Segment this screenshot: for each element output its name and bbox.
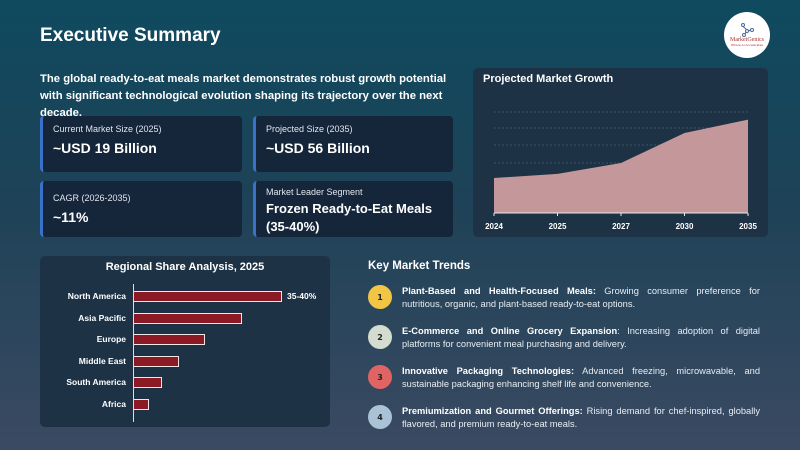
intro-text: The global ready-to-eat meals market dem… [40, 73, 447, 119]
y-axis [133, 284, 134, 422]
trend-text: Plant-Based and Health-Focused Meals: Gr… [402, 285, 760, 311]
trends-title: Key Market Trends [368, 260, 471, 272]
trend-description: Advanced freezing, microwavable, and sus… [402, 366, 760, 389]
bar [133, 377, 162, 389]
x-tick-label: 2025 [549, 222, 567, 231]
x-tick-label: 2024 [485, 222, 503, 231]
bar [133, 355, 179, 367]
bar [133, 334, 205, 346]
x-tick-label: 2030 [676, 222, 694, 231]
kpi-projected-size: Projected Size (2035) ~USD 56 Billion [253, 116, 453, 172]
bar-label: North America [67, 291, 126, 301]
regional-chart-panel: Regional Share Analysis, 2025 North Amer… [40, 256, 330, 427]
kpi-label: Market Leader Segment [266, 187, 363, 197]
trend-text: Innovative Packaging Technologies: Advan… [402, 365, 760, 391]
trend-heading: Premiumization and Gourmet Offerings: [402, 406, 583, 416]
kpi-cagr: CAGR (2026-2035) ~11% [40, 181, 242, 237]
bar-label: Middle East [78, 355, 126, 366]
trend-text: E-Commerce and Online Grocery Expansion:… [402, 325, 760, 351]
area-series [494, 119, 748, 213]
kpi-value: ~11% [53, 209, 89, 225]
kpi-value: Frozen Ready-to-Eat Meals (35-40%) [266, 201, 433, 234]
bar-label: Europe [96, 334, 126, 345]
trend-description: : Increasing adoption of digital platfor… [402, 326, 760, 349]
trend-heading: Plant-Based and Health-Focused Meals: [402, 286, 596, 296]
growth-chart-title: Projected Market Growth [483, 73, 614, 85]
trend-text: Premiumization and Gourmet Offerings: Ri… [402, 405, 760, 431]
bar [133, 291, 282, 302]
kpi-value: ~USD 19 Billion [53, 140, 157, 156]
bar-label: South America [66, 377, 126, 388]
bar-label: Asia Pacific [78, 312, 126, 323]
trend-item: 3 Innovative Packaging Technologies: Adva… [368, 365, 760, 391]
trend-item: 2 E-Commerce and Online Grocery Expansion… [368, 325, 760, 351]
trend-number-badge: 1 [368, 285, 392, 309]
trend-item: 4 Premiumization and Gourmet Offerings: R… [368, 405, 760, 431]
trend-description: Rising demand for chef-inspired, globall… [402, 406, 760, 429]
bar [133, 312, 243, 324]
growth-chart: 2024 2025 2027 2030 2035 [485, 111, 757, 231]
logo: MarketGenics Where Ai Accelerates [724, 12, 770, 58]
kpi-label: CAGR (2026-2035) [53, 193, 131, 203]
kpi-label: Projected Size (2035) [266, 124, 353, 134]
kpi-value: ~USD 56 Billion [266, 140, 370, 156]
trend-number-badge: 2 [368, 325, 392, 349]
trend-item: 1 Plant-Based and Health-Focused Meals: G… [368, 285, 760, 311]
kpi-leader-segment: Market Leader Segment Frozen Ready-to-Eat… [253, 181, 453, 237]
bar-label: Africa [101, 399, 126, 409]
growth-chart-panel: Projected Market Growth 2024 2025 2027 2030… [473, 68, 768, 237]
x-tick-label: 2027 [612, 222, 630, 231]
kpi-current-size: Current Market Size (2025) ~USD 19 Billio… [40, 116, 242, 172]
bar [133, 399, 149, 410]
trend-heading: Innovative Packaging Technologies: [402, 366, 575, 376]
trend-number-badge: 4 [368, 405, 392, 429]
trend-heading: E-Commerce and Online Grocery Expansion [402, 326, 618, 336]
kpi-label: Current Market Size (2025) [53, 124, 162, 134]
trend-description: Growing consumer preference for nutritio… [402, 286, 760, 309]
bar-data-label: 35-40% [287, 291, 317, 301]
page-title: Executive Summary [40, 25, 221, 46]
trend-number-badge: 3 [368, 365, 392, 389]
network-icon [741, 23, 754, 37]
x-tick-label: 2035 [739, 222, 757, 231]
regional-chart-title: Regional Share Analysis, 2025 [105, 261, 265, 273]
